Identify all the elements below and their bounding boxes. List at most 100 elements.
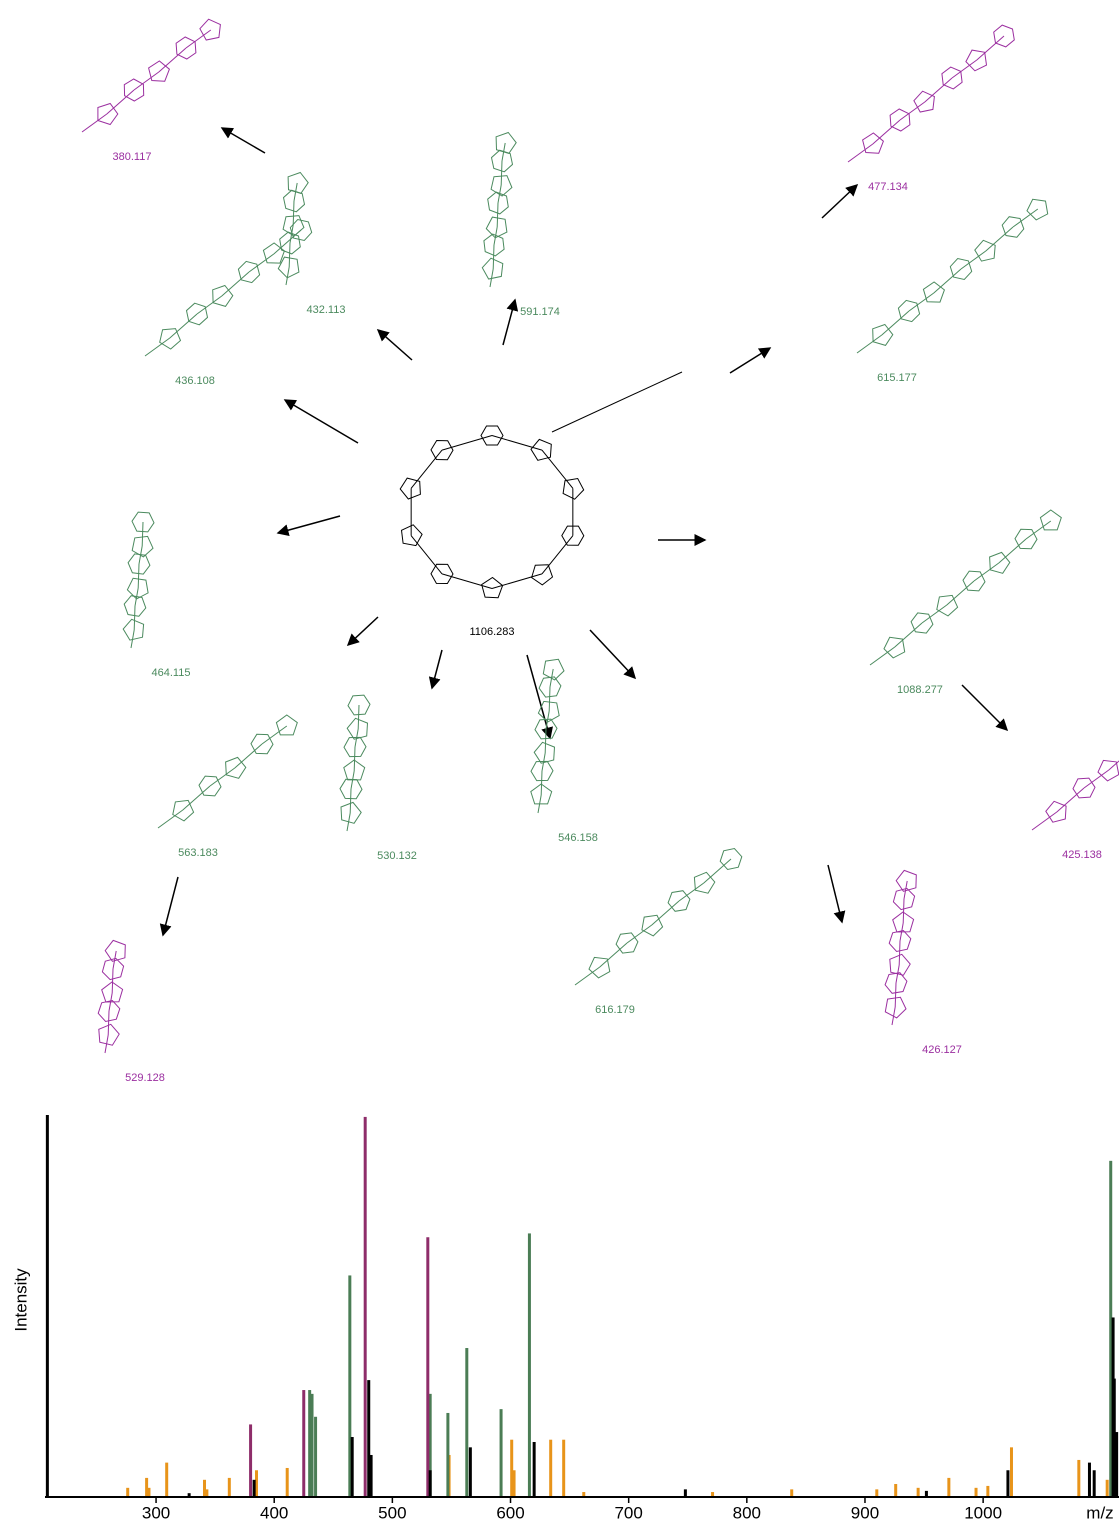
bond	[293, 201, 294, 225]
bond	[501, 161, 502, 185]
bond	[354, 747, 355, 771]
peak	[364, 1117, 367, 1497]
peak	[429, 1470, 432, 1497]
x-tick-label: 300	[142, 1503, 170, 1522]
peak	[1088, 1463, 1091, 1497]
bond	[873, 120, 900, 144]
bond	[358, 705, 359, 729]
arrow	[503, 300, 515, 345]
bond	[183, 786, 210, 810]
fragment: 1106.283	[400, 372, 682, 638]
fragment: 546.158	[531, 659, 598, 844]
fragment-mass: 436.108	[175, 375, 215, 387]
ring	[863, 133, 884, 153]
bond	[552, 372, 682, 432]
ring	[402, 525, 423, 546]
fragment-mass: 546.158	[558, 832, 598, 844]
bond	[158, 810, 183, 828]
bond	[274, 230, 301, 254]
bond	[142, 522, 143, 546]
peak	[249, 1424, 252, 1497]
fragment-mass: 616.179	[595, 1004, 635, 1016]
bond	[112, 969, 113, 993]
bond	[492, 574, 542, 589]
fragment: 1088.277	[870, 510, 1061, 696]
fragment-mass: 426.127	[922, 1044, 962, 1056]
bond	[170, 314, 197, 338]
x-axis-label: m/z	[1086, 1503, 1113, 1522]
ring	[99, 1024, 119, 1045]
peak	[228, 1478, 231, 1497]
peak	[894, 1484, 897, 1497]
bond	[999, 539, 1026, 563]
peak	[549, 1440, 552, 1497]
page: {"fragments": [ {"label": "380.117", "co…	[0, 0, 1119, 1527]
fragment: 426.127	[885, 870, 962, 1056]
bond	[497, 203, 498, 227]
bond	[542, 536, 573, 574]
arrow	[432, 650, 442, 688]
x-tick-label: 500	[378, 1503, 406, 1522]
x-tick-label: 900	[851, 1503, 879, 1522]
bond	[493, 245, 494, 269]
peak	[469, 1447, 472, 1497]
fragment-mass: 1088.277	[897, 684, 943, 696]
peak	[351, 1437, 354, 1497]
ring	[400, 478, 420, 499]
fragment: 529.128	[98, 940, 165, 1084]
peak	[684, 1489, 687, 1497]
ring	[482, 578, 503, 598]
bond	[882, 311, 909, 335]
fragment: 530.132	[340, 695, 417, 862]
peak	[126, 1488, 129, 1497]
bond	[222, 272, 249, 296]
bond	[492, 436, 542, 451]
peak	[253, 1480, 256, 1497]
fragment: 464.115	[123, 512, 190, 679]
y-axis-label: Intensity	[11, 1268, 30, 1332]
x-tick-label: 400	[260, 1503, 288, 1522]
bond	[652, 901, 679, 925]
bond	[704, 859, 731, 883]
fragment: 615.177	[857, 199, 1048, 384]
peak	[947, 1478, 950, 1497]
ring	[1040, 510, 1061, 530]
peak	[1106, 1480, 1109, 1497]
peak	[1006, 1470, 1009, 1497]
bond	[442, 436, 492, 451]
peak	[917, 1488, 920, 1497]
bond	[895, 623, 922, 647]
arrow	[590, 630, 635, 678]
peak	[533, 1442, 536, 1497]
ring	[532, 565, 553, 585]
bond	[895, 983, 896, 1007]
bond	[542, 450, 573, 488]
ring	[200, 19, 221, 40]
peak	[790, 1489, 793, 1497]
arrow	[348, 617, 378, 645]
fragment: 591.174	[482, 133, 560, 318]
peak	[1093, 1470, 1096, 1497]
bond	[1057, 788, 1084, 812]
figure: 380.117477.134591.174432.113436.108615.1…	[0, 0, 1119, 1527]
ring	[496, 133, 516, 154]
fragment-mass: 477.134	[868, 181, 908, 193]
bond	[1032, 812, 1057, 830]
bond	[159, 48, 186, 72]
arrow	[278, 516, 340, 533]
arrow	[730, 348, 770, 373]
peak	[446, 1413, 449, 1497]
x-tick-label: 600	[496, 1503, 524, 1522]
arrow	[378, 330, 412, 360]
bond	[145, 338, 170, 356]
ring	[276, 715, 297, 735]
bond	[108, 1011, 109, 1035]
bond	[600, 943, 627, 967]
arrow	[163, 877, 178, 935]
fragment-mass: 530.132	[377, 850, 417, 862]
peak	[513, 1470, 516, 1497]
fragment: 436.108	[145, 220, 312, 387]
fragment-mass: 529.128	[125, 1072, 165, 1084]
peak	[975, 1488, 978, 1497]
